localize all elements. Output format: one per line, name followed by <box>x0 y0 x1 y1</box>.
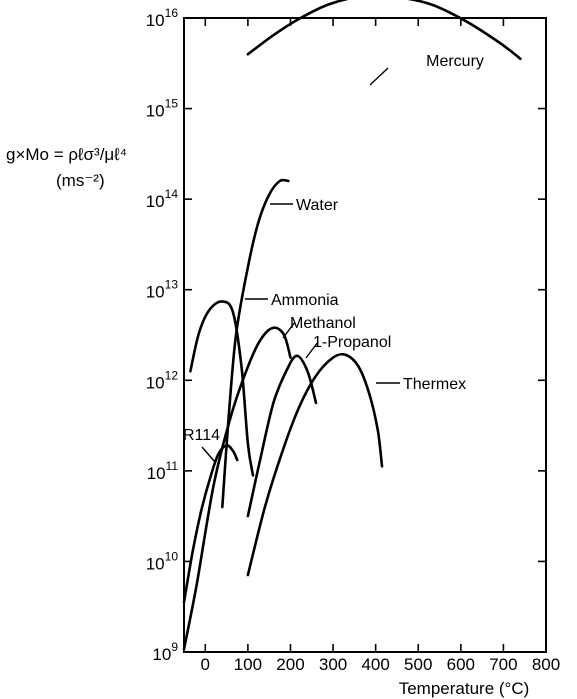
y-tick-label: 1016 <box>146 6 179 30</box>
x-tick-label: 500 <box>404 655 432 674</box>
series-thermex-curve <box>246 352 384 577</box>
annotation-label-1-propanol: 1-Propanol <box>313 334 391 351</box>
y-tick-label: 1013 <box>146 278 179 302</box>
curve-layer <box>182 0 522 651</box>
y-tick-label: 1015 <box>146 97 179 121</box>
series-ammonia-curve <box>189 300 255 477</box>
x-tick-label: 200 <box>276 655 304 674</box>
annotation-label-r114: R114 <box>183 427 220 444</box>
annotation-leader-mercury <box>369 67 389 86</box>
x-tick-label: 800 <box>532 655 560 674</box>
annotation-label-water: Water <box>296 197 339 214</box>
plot-frame <box>183 17 547 653</box>
annotation-leader-r114 <box>201 446 216 463</box>
y-tick-label: 1010 <box>146 549 179 573</box>
annotation-leader-1-propanol <box>305 341 319 359</box>
series-1-propanol-curve <box>246 354 318 518</box>
series-methanol-curve <box>182 326 292 651</box>
x-tick-label: 400 <box>361 655 389 674</box>
curve-label-layer: Mercury Water Ammonia Methanol 1-Propanol The… <box>183 53 484 463</box>
x-tick-label: 300 <box>319 655 347 674</box>
series-water-curve <box>221 178 290 509</box>
y-tick-label: 1012 <box>146 368 179 392</box>
x-axis-title: Temperature (°C) <box>399 679 530 698</box>
annotation-label-thermex: Thermex <box>403 376 466 393</box>
x-tick-label: 700 <box>489 655 517 674</box>
annotation-label-mercury: Mercury <box>426 53 484 70</box>
x-tick-label: 100 <box>234 655 262 674</box>
annotation-label-methanol: Methanol <box>290 315 356 332</box>
y-tick-label: 109 <box>152 640 178 664</box>
x-tick-label: 0 <box>201 655 210 674</box>
annotation-leader-methanol <box>282 321 296 339</box>
y-axis-title-line2: (ms⁻²) <box>56 171 105 190</box>
y-axis-title: g×Mo = ρℓσ³/μℓ⁴ (ms⁻²) <box>6 142 156 194</box>
y-axis-title-line1: g×Mo = ρℓσ³/μℓ⁴ <box>6 145 128 164</box>
series-r114-curve <box>182 444 239 604</box>
plot-axes: 0 100 200 300 400 500 600 700 800 109 1010 1011 1012… <box>146 6 560 674</box>
x-tick-label: 600 <box>447 655 475 674</box>
annotation-label-ammonia: Ammonia <box>271 292 339 309</box>
series-mercury-curve <box>246 0 522 61</box>
y-tick-label: 1014 <box>146 187 179 211</box>
y-tick-label: 1011 <box>147 459 179 483</box>
